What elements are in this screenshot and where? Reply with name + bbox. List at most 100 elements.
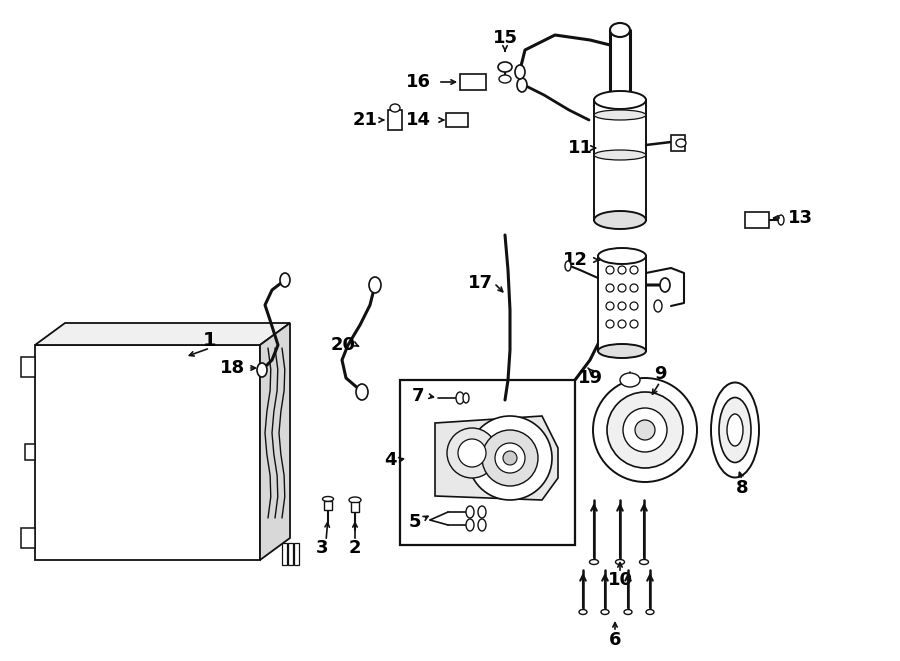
Ellipse shape: [390, 104, 400, 112]
Circle shape: [606, 302, 614, 310]
Text: 20: 20: [330, 336, 356, 354]
Circle shape: [458, 439, 486, 467]
Ellipse shape: [517, 78, 527, 92]
Circle shape: [630, 302, 638, 310]
Circle shape: [468, 416, 552, 500]
Circle shape: [618, 320, 626, 328]
Ellipse shape: [590, 559, 598, 564]
Bar: [351, 502, 359, 512]
Bar: [388, 110, 402, 130]
Bar: [594, 100, 646, 220]
Circle shape: [618, 266, 626, 274]
Ellipse shape: [594, 211, 646, 229]
Ellipse shape: [463, 393, 469, 403]
Circle shape: [495, 443, 525, 473]
Text: 1: 1: [203, 330, 217, 350]
Text: 12: 12: [562, 251, 588, 269]
Ellipse shape: [601, 609, 609, 615]
Text: 18: 18: [220, 359, 246, 377]
Ellipse shape: [598, 248, 646, 264]
Ellipse shape: [610, 23, 630, 37]
Ellipse shape: [322, 496, 334, 502]
Ellipse shape: [676, 139, 686, 147]
Ellipse shape: [778, 215, 784, 225]
Polygon shape: [21, 357, 35, 377]
Circle shape: [618, 284, 626, 292]
Ellipse shape: [660, 278, 670, 292]
Ellipse shape: [478, 519, 486, 531]
Circle shape: [618, 302, 626, 310]
Ellipse shape: [620, 373, 640, 387]
Bar: [400, 380, 575, 545]
Polygon shape: [35, 345, 260, 560]
Ellipse shape: [654, 300, 662, 312]
Bar: [671, 135, 685, 151]
Circle shape: [447, 428, 497, 478]
Ellipse shape: [280, 273, 290, 287]
Ellipse shape: [640, 559, 649, 564]
Bar: [294, 543, 299, 565]
Text: 13: 13: [788, 209, 813, 227]
Circle shape: [630, 320, 638, 328]
Ellipse shape: [466, 519, 474, 531]
Bar: [288, 543, 293, 565]
Text: 10: 10: [608, 571, 633, 589]
Circle shape: [630, 266, 638, 274]
Circle shape: [503, 451, 517, 465]
Ellipse shape: [594, 150, 646, 160]
Ellipse shape: [711, 383, 759, 477]
Ellipse shape: [456, 392, 464, 404]
Polygon shape: [35, 323, 290, 345]
Ellipse shape: [499, 75, 511, 83]
Circle shape: [482, 430, 538, 486]
Text: 17: 17: [467, 274, 492, 292]
Ellipse shape: [257, 363, 267, 377]
Ellipse shape: [579, 609, 587, 615]
Polygon shape: [435, 416, 558, 500]
Text: 16: 16: [406, 73, 430, 91]
Ellipse shape: [466, 506, 474, 518]
Circle shape: [593, 378, 697, 482]
Ellipse shape: [727, 414, 743, 446]
Bar: [446, 113, 468, 127]
Ellipse shape: [498, 62, 512, 72]
Circle shape: [606, 320, 614, 328]
Text: 4: 4: [383, 451, 396, 469]
Ellipse shape: [594, 110, 646, 120]
Circle shape: [607, 392, 683, 468]
Text: 8: 8: [735, 479, 748, 497]
Ellipse shape: [349, 497, 361, 503]
Circle shape: [606, 266, 614, 274]
Ellipse shape: [646, 609, 654, 615]
Ellipse shape: [478, 506, 486, 518]
Text: 3: 3: [316, 539, 328, 557]
Circle shape: [635, 420, 655, 440]
Bar: [324, 501, 332, 510]
Circle shape: [606, 284, 614, 292]
Polygon shape: [260, 323, 290, 560]
Polygon shape: [21, 528, 35, 548]
Ellipse shape: [616, 559, 625, 564]
Bar: [460, 74, 486, 90]
Ellipse shape: [598, 344, 646, 358]
Bar: [598, 256, 646, 351]
Text: 9: 9: [653, 365, 666, 383]
Ellipse shape: [515, 65, 525, 79]
Bar: [282, 543, 287, 565]
Polygon shape: [25, 444, 35, 460]
Ellipse shape: [356, 384, 368, 400]
Text: 21: 21: [353, 111, 377, 129]
Ellipse shape: [565, 261, 571, 271]
Circle shape: [630, 284, 638, 292]
Ellipse shape: [594, 91, 646, 109]
Text: 11: 11: [568, 139, 592, 157]
Ellipse shape: [719, 397, 751, 463]
Text: 2: 2: [349, 539, 361, 557]
Text: 6: 6: [608, 631, 621, 649]
Text: 5: 5: [409, 513, 421, 531]
Circle shape: [623, 408, 667, 452]
Text: 14: 14: [406, 111, 430, 129]
Ellipse shape: [369, 277, 381, 293]
Text: 7: 7: [412, 387, 424, 405]
Bar: [745, 212, 769, 228]
